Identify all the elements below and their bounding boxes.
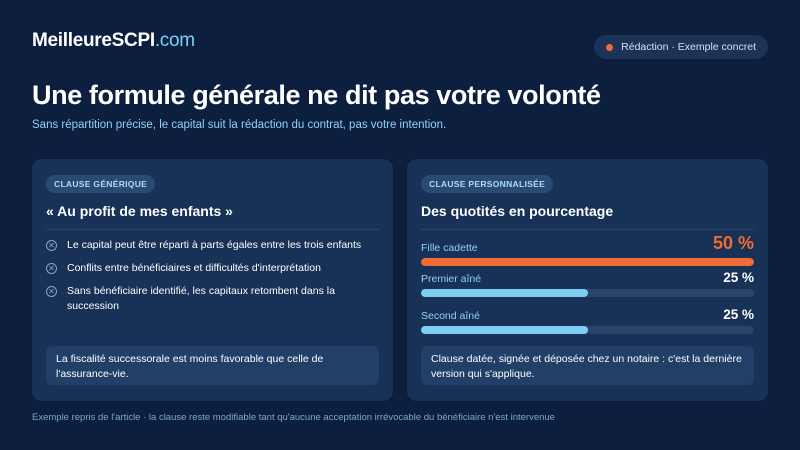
allocation-value: 25 % — [723, 307, 754, 322]
list-item: ✕ Le capital peut être réparti à parts é… — [46, 238, 379, 253]
custom-clause-tag: CLAUSE PERSONNALISÉE — [421, 175, 554, 193]
cross-circle-icon: ✕ — [46, 240, 57, 251]
page-title: Une formule générale ne dit pas votre vo… — [32, 80, 601, 110]
status-dot-icon — [606, 43, 614, 51]
allocation-value: 50 % — [712, 233, 754, 253]
card-divider — [46, 229, 379, 230]
generic-clause-card: CLAUSE GÉNÉRIQUE « Au profit de mes enfa… — [32, 159, 393, 401]
generic-clause-tag: CLAUSE GÉNÉRIQUE — [46, 175, 156, 193]
allocation-row: Premier aîné 25 % — [421, 270, 754, 297]
allocation-row: Fille cadette 50 % — [421, 233, 754, 266]
logo-domain: .com — [154, 30, 195, 51]
cross-circle-icon: ✕ — [46, 263, 57, 274]
allocation-bar-track — [421, 326, 754, 334]
badge-label: Rédaction · Exemple concret — [621, 41, 756, 53]
list-item-text: Conflits entre bénéficiaires et difficul… — [67, 262, 321, 274]
drawback-list: ✕ Le capital peut être réparti à parts é… — [46, 238, 379, 322]
card-divider — [421, 229, 754, 230]
list-item-text: Sans bénéficiaire identifié, les capitau… — [67, 285, 335, 312]
list-item: ✕ Conflits entre bénéficiaires et diffic… — [46, 261, 379, 276]
allocation-bar-track — [421, 289, 754, 297]
list-item: ✕ Sans bénéficiaire identifié, les capit… — [46, 284, 379, 314]
logo-main: MeilleureSCPI — [32, 30, 155, 51]
allocation-bar-track — [421, 258, 754, 266]
list-item-text: Le capital peut être réparti à parts éga… — [67, 239, 362, 251]
allocation-bar-fill — [421, 326, 588, 334]
allocation-label: Premier aîné — [421, 273, 482, 285]
custom-clause-card: CLAUSE PERSONNALISÉE Des quotités en pou… — [407, 159, 768, 401]
generic-clause-title: « Au profit de mes enfants » — [46, 203, 233, 219]
custom-clause-note: Clause datée, signée et déposée chez un … — [421, 346, 754, 385]
allocation-row: Second aîné 25 % — [421, 307, 754, 334]
allocation-label: Second aîné — [421, 310, 480, 322]
cross-circle-icon: ✕ — [46, 286, 57, 297]
allocation-bar-fill — [421, 289, 588, 297]
footer-note: Exemple repris de l'article · la clause … — [32, 412, 555, 423]
context-badge: Rédaction · Exemple concret — [594, 35, 768, 59]
page-subtitle: Sans répartition précise, le capital sui… — [32, 119, 447, 131]
site-logo[interactable]: MeilleureSCPI.com — [32, 30, 195, 52]
generic-clause-note: La fiscalité successorale est moins favo… — [46, 346, 379, 385]
custom-clause-title: Des quotités en pourcentage — [421, 203, 614, 219]
allocation-label: Fille cadette — [421, 242, 478, 254]
allocation-value: 25 % — [723, 270, 754, 285]
allocation-bar-fill — [421, 258, 754, 266]
